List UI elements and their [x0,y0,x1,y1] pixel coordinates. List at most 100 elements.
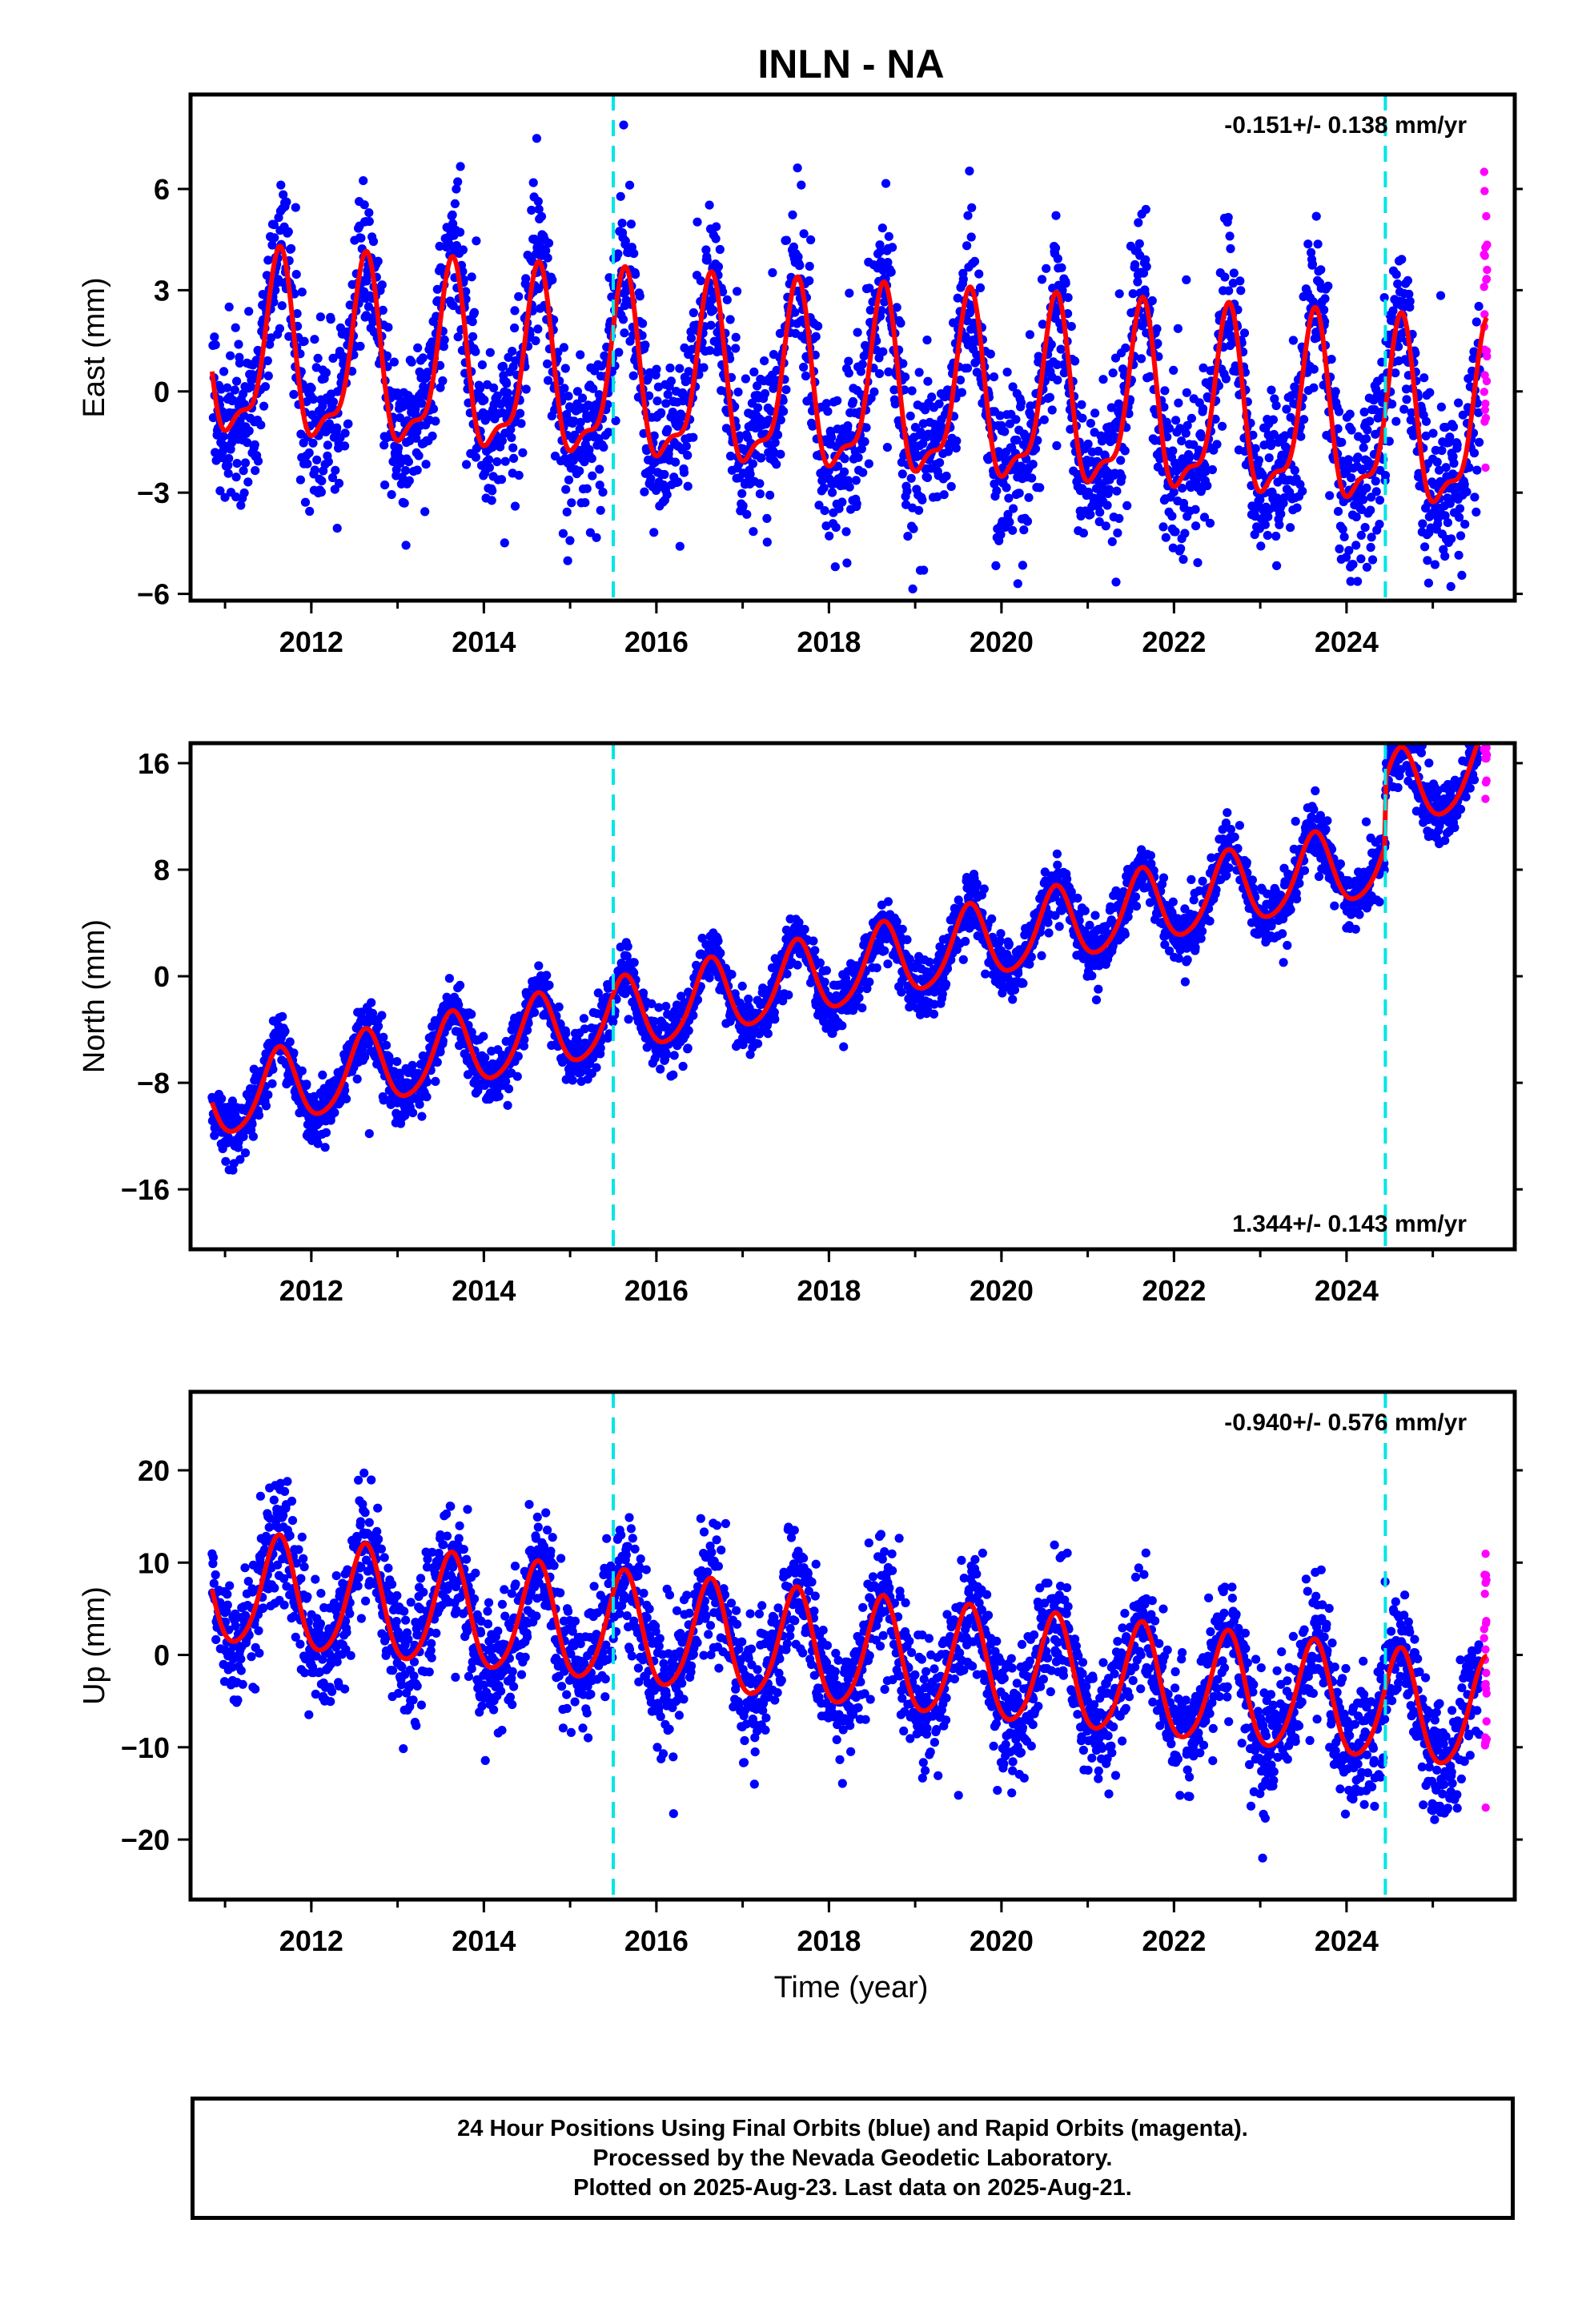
data-point [1201,467,1211,476]
x-tick-label: 2014 [452,625,516,658]
data-point [1445,432,1455,442]
data-point [494,1092,504,1101]
data-point [613,249,623,259]
data-point [231,323,240,332]
data-point [638,988,648,998]
data-point [1116,456,1126,465]
data-point [1421,431,1431,441]
data-point [1120,446,1130,456]
data-point [279,190,288,199]
data-point [321,1128,331,1137]
data-point [1220,272,1230,282]
data-point [1342,466,1351,476]
data-point [840,454,849,464]
data-point [1460,480,1469,489]
data-point [877,223,887,233]
data-point [1425,388,1435,397]
data-point [234,340,243,349]
data-point [514,292,524,301]
data-point [861,423,871,432]
data-point [554,1002,564,1011]
panel-east: 2012 2014 2016 2018 2020 2022 2024−6−3036East … [78,92,1523,658]
data-point [1255,495,1265,505]
data-point [616,191,625,201]
data-point [600,351,609,360]
figure-title: INLN - NA [757,42,944,86]
data-point [1447,534,1456,544]
data-point [1009,504,1018,513]
data-point [310,335,319,344]
data-point [1011,415,1021,424]
data-point [428,404,439,414]
data-point [480,1053,490,1063]
data-point [1333,424,1343,434]
data-point [1260,520,1270,529]
data-point [1280,431,1290,440]
data-point [876,246,885,255]
data-point [239,488,249,498]
data-point [635,292,644,301]
data-point [302,1080,311,1089]
data-point [219,432,228,441]
data-point [1199,404,1208,413]
data-point [618,315,628,324]
data-point [819,483,829,493]
data-point [219,367,229,376]
data-point [810,946,820,955]
data-point [884,367,893,376]
data-point [497,436,508,446]
data-point [254,1111,264,1120]
data-point [1448,452,1458,461]
rapid-orbit-points-east [1480,167,1492,472]
data-point [669,1051,679,1060]
rapid-point [1480,310,1489,319]
data-point [709,305,718,315]
data-point [833,461,843,471]
data-point [413,343,423,352]
data-point [528,178,538,187]
data-point [914,505,924,515]
data-point [1345,409,1355,419]
data-point [544,376,553,385]
data-point [456,162,465,171]
data-point [1267,385,1276,395]
data-point [934,399,944,408]
data-point [808,421,817,431]
data-point [1145,372,1155,381]
data-point [223,383,232,392]
data-point [296,429,306,439]
data-point [492,391,502,400]
data-point [1353,577,1363,586]
data-point [874,369,885,379]
data-point [1452,440,1462,450]
data-point [217,1094,227,1104]
data-point [733,287,742,296]
data-point [760,356,769,366]
data-point [592,1063,601,1072]
data-point [300,497,311,507]
rate-annotation: -0.151+/- 0.138 mm/yr [1224,112,1467,139]
data-point [510,323,520,333]
data-point [559,343,569,352]
data-point [996,529,1006,540]
data-point [243,438,252,448]
data-point [662,1050,672,1059]
data-point [1051,211,1061,220]
data-point [382,351,392,360]
data-point [967,203,977,212]
data-point [644,391,654,400]
data-point [422,1092,432,1102]
data-point [1239,328,1250,338]
data-point [363,302,373,312]
data-point [1168,446,1178,456]
data-point [223,468,233,478]
data-point [444,974,455,983]
data-point [394,443,404,452]
data-point [1159,402,1169,412]
plot-area-east [208,94,1492,601]
data-point [1078,529,1088,538]
data-point [778,996,788,1006]
data-point [962,241,972,251]
data-point [1110,353,1121,363]
data-point [1464,463,1474,472]
